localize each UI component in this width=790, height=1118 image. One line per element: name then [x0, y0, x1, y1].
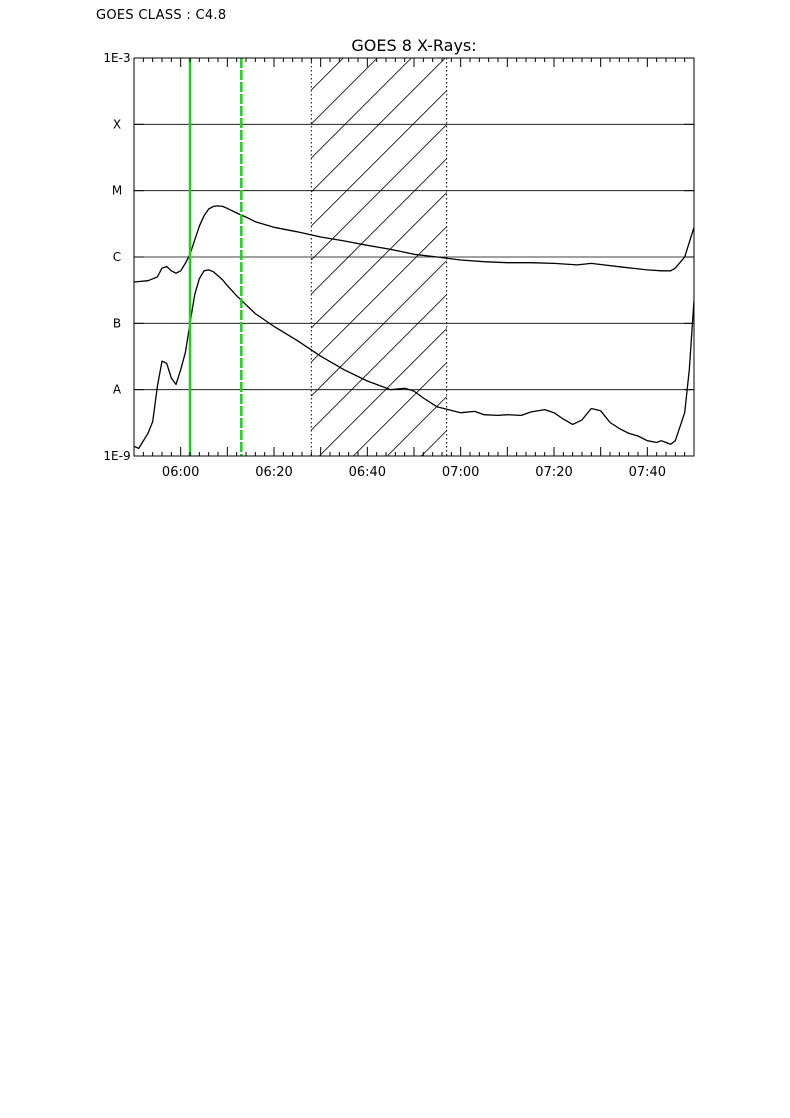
hatch-line [727, 58, 790, 456]
hatch-line [311, 226, 447, 363]
x-tick-label: 06:40 [349, 465, 386, 480]
x-tick-label: 07:00 [442, 465, 479, 480]
hatch-pattern [311, 58, 790, 456]
goes-class-label: GOES CLASS : C4.8 [96, 8, 227, 23]
series-line-long-channel [134, 205, 694, 283]
y-tick-label: 1E-9 [103, 449, 130, 463]
grid-lines [134, 123, 694, 391]
hatch-line [311, 124, 447, 261]
hatch-line [311, 294, 447, 431]
marker-layer [188, 58, 243, 456]
series-group [134, 205, 694, 450]
series-layer [134, 205, 694, 450]
y-tick-label: C [113, 250, 121, 264]
x-tick-label: 06:20 [255, 465, 292, 480]
series-line-short-channel [134, 269, 694, 450]
shaded-interval [310, 58, 790, 456]
y-tick-label: M [112, 184, 122, 198]
hatch-line [353, 362, 447, 456]
y-tick-label: A [113, 383, 122, 397]
x-axis: 06:00 06:20 06:40 07:00 07:20 07:40 [133, 58, 695, 480]
chart-title: GOES 8 X-Rays: [351, 36, 476, 55]
x-tick-label: 06:00 [162, 465, 199, 480]
hatch-line [319, 328, 447, 456]
y-axis: 1E-3 X M C B A 1E-9 [103, 51, 694, 463]
hatch-line [311, 192, 447, 329]
x-tick-label: 07:20 [535, 465, 572, 480]
y-tick-label: B [113, 316, 121, 330]
hatch-line [311, 158, 447, 295]
hatch-line [693, 58, 790, 456]
hatch-line [761, 58, 790, 456]
hatch-line [311, 58, 446, 193]
y-tick-label: 1E-3 [103, 51, 130, 65]
hatch-line [311, 58, 412, 159]
y-tick-label: X [113, 117, 121, 131]
x-tick-label: 07:40 [629, 465, 666, 480]
hatch-line [311, 260, 447, 397]
hatch-line [311, 90, 447, 227]
